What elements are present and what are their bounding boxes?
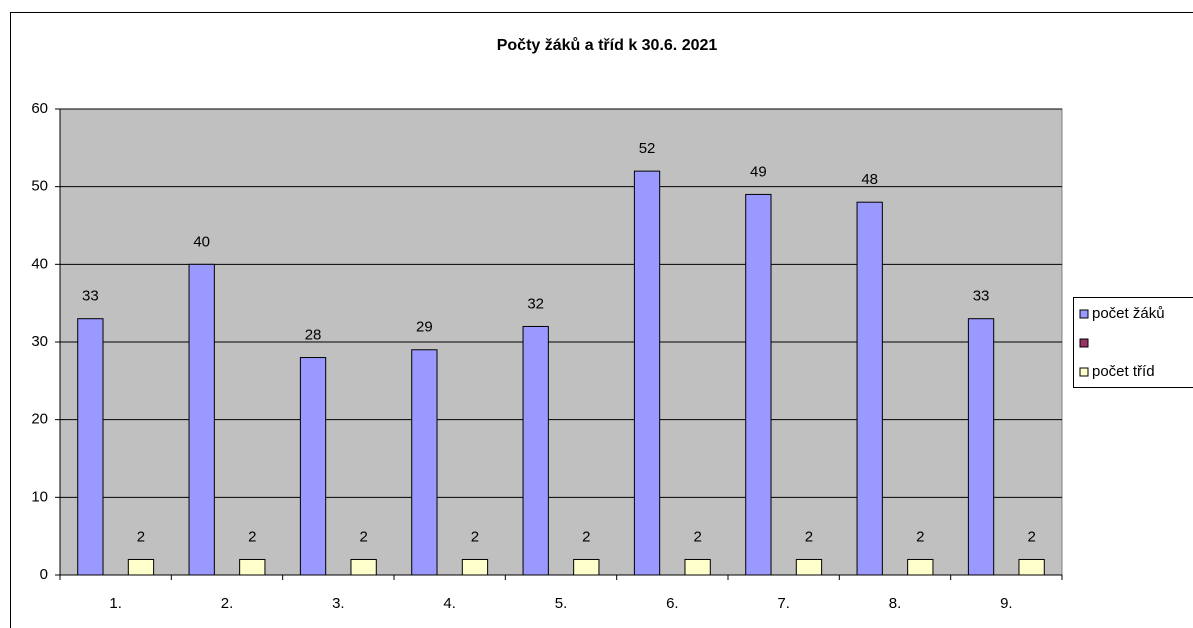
data-label: 33: [82, 288, 99, 305]
x-tick-label: 6.: [666, 595, 679, 612]
data-label: 2: [248, 528, 256, 545]
legend-label: počet tříd: [1092, 363, 1155, 380]
bar: [299, 357, 327, 576]
y-tick-label: 60: [31, 100, 48, 117]
data-label: 2: [359, 528, 367, 545]
data-label: 49: [750, 163, 767, 180]
bar: [1018, 558, 1045, 576]
x-tick-label: 5.: [555, 595, 568, 612]
bar: [745, 193, 772, 576]
data-label: 48: [861, 171, 878, 188]
data-label: 2: [1027, 528, 1035, 545]
data-label: 2: [137, 528, 145, 545]
x-tick-label: 7.: [777, 595, 790, 612]
bar: [350, 558, 377, 576]
bar: [633, 170, 661, 576]
legend-label: počet žáků: [1092, 305, 1165, 322]
data-label: 2: [582, 528, 590, 545]
chart-title: Počty žáků a tříd k 30.6. 2021: [497, 37, 718, 54]
y-tick-label: 0: [40, 566, 48, 583]
y-tick-label: 20: [31, 411, 48, 428]
y-tick-label: 50: [31, 178, 48, 195]
x-tick-label: 3.: [332, 595, 345, 612]
data-label: 52: [639, 140, 656, 157]
data-label: 29: [416, 319, 433, 336]
data-label: 2: [916, 528, 924, 545]
bar: [239, 558, 266, 576]
y-tick-label: 40: [31, 255, 48, 272]
data-label: 2: [693, 528, 701, 545]
bar: [188, 263, 215, 576]
data-label: 32: [527, 295, 544, 312]
bar: [127, 558, 155, 576]
bar: [907, 558, 934, 576]
bar: [411, 349, 438, 576]
x-tick-label: 2.: [221, 595, 234, 612]
data-label: 2: [805, 528, 813, 545]
legend-swatch: [1079, 309, 1089, 319]
legend-swatch: [1079, 367, 1089, 377]
x-tick-label: 8.: [889, 595, 902, 612]
data-label: 28: [305, 327, 322, 344]
bar: [856, 201, 883, 576]
bar: [461, 558, 489, 576]
bar: [522, 325, 549, 576]
y-tick-label: 10: [31, 488, 48, 505]
bar: [77, 318, 104, 576]
data-label: 33: [973, 288, 990, 305]
x-tick-label: 4.: [443, 595, 456, 612]
bar: [684, 558, 711, 576]
bar: [967, 318, 995, 576]
x-tick-label: 9.: [1000, 595, 1013, 612]
bar: [795, 558, 823, 576]
data-label: 40: [193, 233, 210, 250]
x-tick-label: 1.: [109, 595, 122, 612]
legend-swatch: [1079, 338, 1089, 348]
bar: [573, 558, 600, 576]
legend-box: [1073, 297, 1193, 388]
y-tick-label: 30: [31, 333, 48, 350]
data-label: 2: [471, 528, 479, 545]
